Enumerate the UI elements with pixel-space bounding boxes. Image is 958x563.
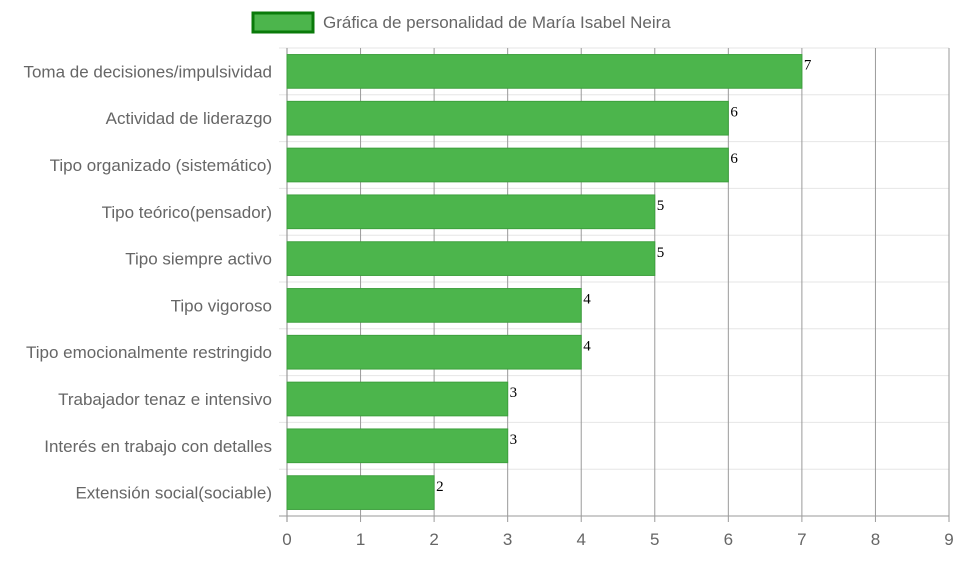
data-label: 2 xyxy=(436,479,444,495)
category-label: Tipo organizado (sistemático) xyxy=(50,156,272,175)
x-axis-ticks: 0 1 2 3 4 5 6 7 8 9 xyxy=(282,530,953,549)
category-labels: Toma de decisiones/impulsividad Actividad… xyxy=(23,62,272,502)
data-label: 5 xyxy=(657,198,665,214)
x-tick-label: 2 xyxy=(429,530,438,549)
legend[interactable]: Gráfica de personalidad de María Isabel … xyxy=(251,11,671,34)
bars xyxy=(286,54,803,510)
x-tick-label: 6 xyxy=(724,530,733,549)
x-tick-label: 0 xyxy=(282,530,291,549)
x-tick-label: 4 xyxy=(576,530,585,549)
bar[interactable] xyxy=(286,288,582,323)
x-tick-label: 5 xyxy=(650,530,659,549)
category-label: Trabajador tenaz e intensivo xyxy=(58,390,272,409)
bar[interactable] xyxy=(286,381,509,417)
category-label: Tipo teórico(pensador) xyxy=(102,203,272,222)
category-label: Toma de decisiones/impulsividad xyxy=(23,62,272,81)
data-label: 6 xyxy=(730,104,738,120)
data-label: 4 xyxy=(583,292,591,308)
bar[interactable] xyxy=(286,100,729,136)
x-tick-label: 9 xyxy=(944,530,953,549)
bar[interactable] xyxy=(286,147,729,183)
value-labels: 7 6 6 5 5 4 4 3 3 2 xyxy=(436,58,812,495)
category-label: Tipo vigoroso xyxy=(171,296,272,315)
x-tick-label: 1 xyxy=(356,530,365,549)
data-label: 5 xyxy=(657,245,665,261)
x-tick-label: 7 xyxy=(797,530,806,549)
data-label: 4 xyxy=(583,338,591,354)
bar[interactable] xyxy=(286,54,803,89)
data-label: 3 xyxy=(510,385,517,401)
data-label: 6 xyxy=(730,151,738,167)
bar[interactable] xyxy=(286,241,656,276)
x-tick-label: 3 xyxy=(503,530,512,549)
category-label: Interés en trabajo con detalles xyxy=(44,437,272,456)
x-tick-label: 8 xyxy=(871,530,880,549)
category-label: Tipo emocionalmente restringido xyxy=(26,343,272,362)
bar[interactable] xyxy=(286,475,435,510)
legend-swatch[interactable] xyxy=(251,11,315,34)
category-label: Actividad de liderazgo xyxy=(106,109,272,128)
bar[interactable] xyxy=(286,334,582,370)
bar[interactable] xyxy=(286,194,656,230)
data-label: 7 xyxy=(804,58,812,74)
category-label: Tipo siempre activo xyxy=(125,250,272,269)
data-label: 3 xyxy=(510,432,517,448)
category-label: Extensión social(sociable) xyxy=(75,484,272,503)
bar[interactable] xyxy=(286,428,509,464)
legend-label[interactable]: Gráfica de personalidad de María Isabel … xyxy=(323,13,671,32)
